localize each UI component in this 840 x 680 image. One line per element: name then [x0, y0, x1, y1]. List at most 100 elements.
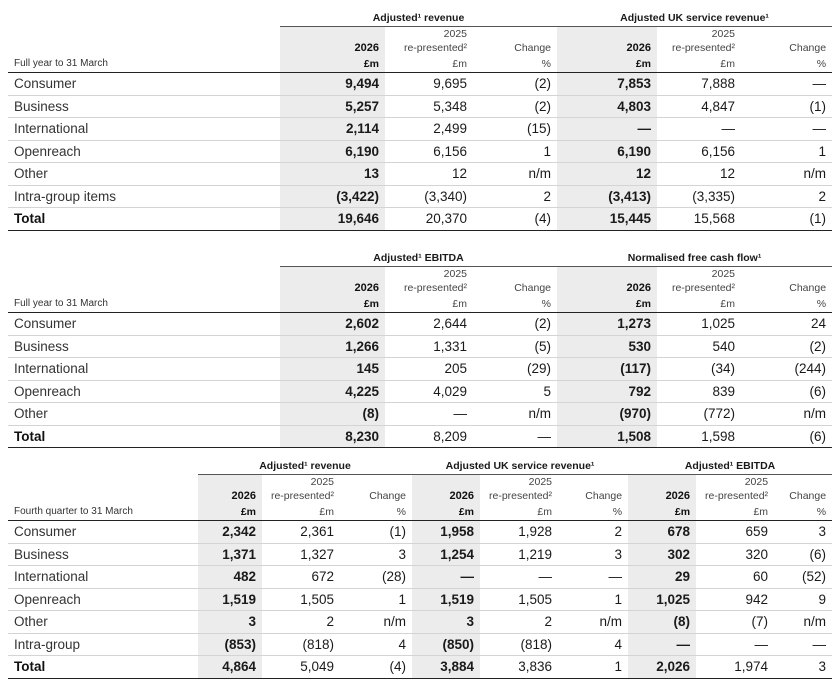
value-2025: 1,331: [385, 335, 473, 358]
year-2026-label: 2026: [557, 41, 658, 55]
value-2026: 8,230: [280, 424, 385, 448]
value-2025: (3,335): [657, 185, 742, 208]
value-change: 1: [340, 588, 413, 611]
change-label: Change: [369, 490, 407, 502]
value-change: —: [558, 565, 629, 589]
period-label: Fourth quarter to 31 March: [8, 503, 198, 521]
row-label: Consumer: [8, 520, 198, 544]
unit-row: Full year to 31 March £m £m % £m £m %: [8, 55, 833, 73]
value-change: 1: [741, 140, 833, 163]
row-label: Openreach: [8, 380, 280, 403]
unit-fm: £m: [628, 503, 697, 521]
value-2025: 2,644: [385, 312, 473, 336]
value-2026: 1,519: [412, 588, 481, 611]
year-row-2025: 2025 2025: [8, 266, 832, 281]
value-2025: 4,029: [385, 380, 473, 403]
total-row: Total 4,864 5,049 (4) 3,884 3,836 1 2,026 1,974 3: [8, 655, 833, 679]
unit-fm: £m: [557, 55, 658, 73]
value-2026: (3,413): [557, 185, 658, 208]
value-change: (2): [741, 335, 833, 358]
value-change: —: [774, 633, 833, 656]
value-2026: 15,445: [557, 207, 658, 231]
value-2025: (3,340): [385, 185, 473, 208]
year-2025-label: 2025: [744, 476, 769, 488]
value-2026: 678: [628, 520, 697, 544]
group-title-adjusted-revenue: Adjusted¹ revenue: [280, 6, 558, 27]
year-2026-label: 2026: [198, 489, 262, 503]
value-2026: —: [628, 633, 697, 656]
value-2025: —: [657, 117, 742, 141]
unit-pct: %: [473, 295, 557, 313]
value-2026: (8): [628, 610, 697, 634]
row-label: Openreach: [8, 588, 198, 611]
value-2026: 3: [198, 610, 262, 634]
period-label: Full year to 31 March: [8, 295, 280, 313]
value-2025: 672: [262, 565, 340, 589]
value-2025: 12: [657, 162, 742, 186]
value-change: 3: [774, 655, 833, 679]
value-change: (28): [340, 565, 413, 589]
group-title-adjusted-revenue: Adjusted¹ revenue: [198, 454, 413, 475]
change-label: Change: [789, 490, 827, 502]
value-change: (4): [473, 207, 558, 231]
value-2025: 2,361: [262, 520, 340, 544]
value-2025: (7): [696, 610, 775, 634]
value-2026: 2,114: [280, 117, 385, 141]
value-change: 2: [741, 185, 833, 208]
value-change: (2): [473, 72, 558, 96]
value-2026: 1,266: [280, 335, 385, 358]
value-change: 5: [473, 380, 557, 403]
row-label: Business: [8, 95, 280, 118]
year-row-2025: 2025 2025 2025: [8, 474, 832, 489]
value-2026: 12: [557, 162, 658, 186]
change-label: Change: [789, 42, 827, 54]
unit-fm: £m: [385, 55, 473, 73]
value-2026: (850): [412, 633, 481, 656]
table-row: Intra-group items (3,422) (3,340) 2 (3,413)(…: [8, 185, 833, 208]
value-change: 1: [558, 655, 629, 679]
value-2025: 2,499: [385, 117, 473, 141]
change-label: Change: [514, 282, 551, 294]
fourth-quarter-table: Adjusted¹ revenue Adjusted UK service re…: [8, 454, 833, 679]
represented-label: re-presented²: [671, 282, 735, 294]
value-change: 1: [473, 140, 558, 163]
value-change: (6): [741, 380, 833, 403]
value-2025: 9,695: [385, 72, 473, 96]
value-change: (15): [473, 117, 558, 141]
value-2026: 1,958: [412, 520, 481, 544]
value-2026: 19,646: [280, 207, 385, 231]
group-header-row: Adjusted¹ revenue Adjusted UK service re…: [8, 454, 833, 475]
row-label: International: [8, 565, 198, 589]
value-change: (6): [741, 424, 833, 448]
value-2026: 13: [280, 162, 385, 186]
unit-pct: %: [558, 503, 629, 521]
year-2025-label: 2025: [443, 268, 467, 280]
value-2026: (117): [557, 357, 657, 381]
value-change: (52): [774, 565, 833, 589]
value-change: (6): [774, 543, 833, 566]
value-2026: (8): [280, 402, 385, 426]
value-2025: 1,505: [480, 588, 559, 611]
group-title-uk-service-revenue: Adjusted UK service revenue¹: [557, 6, 833, 27]
unit-fm: £m: [280, 295, 385, 313]
table-row: Openreach 1,519 1,505 1 1,519 1,505 1 1,025 942 9: [8, 588, 833, 611]
table-row: International 145 205 (29) (117) (34) (244): [8, 357, 833, 381]
value-2025: 7,888: [657, 72, 742, 96]
represented-label: re-presented²: [705, 490, 769, 502]
year-2026-label: 2026: [280, 41, 385, 55]
year-header-row: 2026 re-presented² Change 2026 re-presen…: [8, 281, 832, 295]
value-change: 2: [473, 185, 558, 208]
value-change: 3: [558, 543, 629, 566]
group-title-uk-service-revenue: Adjusted UK service revenue¹: [412, 454, 629, 475]
value-2025: —: [385, 402, 473, 426]
value-change: 4: [340, 633, 413, 656]
value-2025: 540: [657, 335, 741, 358]
row-label: Business: [8, 335, 280, 358]
value-2025: 320: [696, 543, 775, 566]
value-2025: 5,049: [262, 655, 340, 679]
table-row: Consumer 2,602 2,644 (2) 1,273 1,025 24: [8, 312, 833, 336]
value-2025: 1,598: [657, 424, 741, 448]
table-row: Consumer 9,494 9,695 (2) 7,853 7,888—: [8, 72, 833, 96]
table-row: International 482 672 (28) — — —29 60 (52): [8, 565, 833, 589]
value-change: 1: [558, 588, 629, 611]
